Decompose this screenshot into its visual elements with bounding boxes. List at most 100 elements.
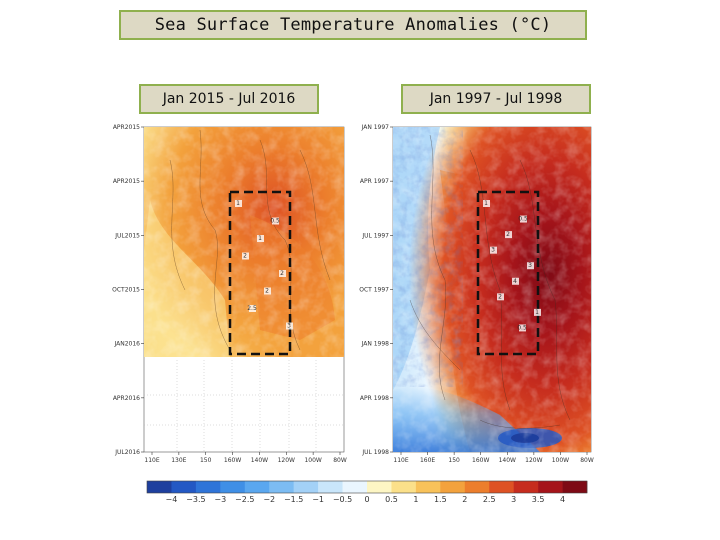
contour-label-bg: [527, 262, 534, 270]
contour-label: 0.5: [517, 324, 527, 331]
contour-label: 0.5: [518, 216, 528, 223]
contour-label: 2: [498, 293, 502, 300]
contour-label: 2.5: [247, 305, 257, 312]
contour-label-bg: [512, 277, 519, 285]
y-tick-label: APR2015: [113, 178, 140, 185]
contour-label: 2: [265, 288, 269, 295]
colorbar-tick-label: 0.5: [385, 495, 398, 504]
contour-label: 3: [528, 262, 532, 269]
contour-label: 4: [513, 278, 517, 285]
y-tick-label: JAN 1997: [361, 124, 390, 131]
y-tick-label: JAN 1998: [361, 341, 390, 348]
contour-label: 2: [280, 270, 284, 277]
colorbar-tick-label: −1: [312, 495, 324, 504]
colorbar-tick-label: 0: [364, 495, 369, 504]
colorbar-tick-label: −1.5: [284, 495, 303, 504]
contour-label-bg: [497, 293, 504, 301]
contour-label: 0.5: [270, 218, 280, 225]
contour-label-bg: [520, 215, 527, 223]
x-tick-label: 160W: [224, 457, 241, 464]
x-tick-label: 100W: [552, 457, 569, 464]
contour-label: 1: [258, 235, 262, 242]
colorbar-tick-label: 3: [511, 495, 516, 504]
colorbar-swatch: [244, 481, 270, 493]
colorbar-tick-label: −3.5: [186, 495, 205, 504]
colorbar-swatch: [538, 481, 563, 493]
contour-label-bg: [505, 231, 512, 239]
y-tick-label: JUL 1997: [361, 232, 389, 239]
contour-label: 2: [506, 231, 510, 238]
colorbar-swatch: [513, 481, 539, 493]
colorbar-swatch: [318, 481, 343, 493]
x-tick-label: 80W: [580, 457, 594, 464]
contour-label-bg: [279, 270, 286, 277]
x-tick-label: 140W: [251, 457, 268, 464]
contour-label: 1: [535, 309, 539, 316]
x-tick-label: 120W: [278, 457, 295, 464]
x-tick-label: 150: [200, 457, 212, 464]
contour-label-bg: [272, 217, 279, 225]
panel-label-1997: Jan 1997 - Jul 1998: [401, 84, 591, 114]
colorbar-tick-label: 4: [560, 495, 565, 504]
x-tick-label: 160W: [472, 457, 489, 464]
map-panel-1997: 1 0.5 2 3 3 4 2 1 0.5: [392, 126, 592, 453]
map-panel-2015: 1 0.5 1 2 2 2 2.5 3: [143, 126, 345, 453]
x-tick-label: 110E: [393, 457, 408, 464]
y-tick-label: APR2016: [113, 395, 140, 402]
colorbar-swatch: [220, 481, 246, 493]
highlight-box-2015: [228, 190, 292, 356]
x-tick-label: 80W: [333, 457, 347, 464]
y-tick-label: OCT 1997: [359, 287, 389, 294]
colorbar-tick-label: −2.5: [235, 495, 254, 504]
colorbar-swatch: [342, 481, 368, 493]
colorbar-swatch: [562, 481, 588, 493]
colorbar: [146, 480, 588, 494]
contour-label-bg: [519, 324, 526, 332]
y-tick-label: OCT2015: [112, 287, 140, 294]
colorbar-swatch: [195, 481, 221, 493]
colorbar-tick-label: 1: [413, 495, 418, 504]
colorbar-tick-label: −2: [263, 495, 275, 504]
contour-label-bg: [483, 200, 490, 207]
x-tick-label: 150: [448, 457, 460, 464]
colorbar-swatch: [171, 481, 197, 493]
y-tick-label: APR 1997: [360, 178, 389, 185]
colorbar-tick-label: 2: [462, 495, 467, 504]
contour-label: 3: [491, 247, 495, 254]
y-tick-label: JUL2015: [114, 232, 140, 239]
contour-label-bg: [235, 200, 242, 207]
figure-title-box: Sea Surface Temperature Anomalies (°C): [119, 10, 587, 40]
colorbar-swatch: [440, 481, 466, 493]
colorbar-swatch: [464, 481, 490, 493]
contour-label-bg: [490, 246, 497, 254]
colorbar-tick-label: 1.5: [434, 495, 447, 504]
x-tick-label: 100W: [304, 457, 321, 464]
colorbar-swatch: [391, 481, 417, 493]
colorbar-frame: [146, 480, 588, 494]
colorbar-swatch: [293, 481, 319, 493]
colorbar-tick-label: −3: [214, 495, 226, 504]
x-tick-label: 140W: [499, 457, 516, 464]
contour-label-bg: [264, 287, 271, 295]
colorbar-swatch: [489, 481, 514, 493]
y-tick-label: JAN2016: [113, 341, 140, 348]
contour-label-bg: [249, 305, 256, 312]
x-axis-2015: 110E 130E 150 160W 140W 120W 100W 80W: [144, 452, 347, 464]
colorbar-tick-label: 2.5: [483, 495, 496, 504]
panel-label-2015: Jan 2015 - Jul 2016: [139, 84, 319, 114]
y-tick-label: APR 1998: [360, 395, 389, 402]
colorbar-tick-label: −4: [166, 495, 178, 504]
x-axis-1997: 110E 160E 150 160W 140W 120W 100W 80W: [393, 452, 594, 464]
contour-label: 3: [287, 323, 291, 330]
colorbar-swatch: [367, 481, 392, 493]
contour-label: 2: [243, 253, 247, 260]
y-axis-2015: APR2015 APR2015 JUL2015 OCT2015 JAN2016 APR20…: [112, 124, 144, 456]
colorbar-tick-label: 3.5: [532, 495, 545, 504]
y-tick-label: JUL 1998: [361, 449, 389, 456]
x-tick-label: 160E: [420, 457, 435, 464]
contour-label-bg: [242, 252, 249, 260]
highlight-box-1997: [476, 190, 540, 356]
x-tick-label: 120W: [525, 457, 542, 464]
contour-label-bg: [534, 308, 541, 316]
